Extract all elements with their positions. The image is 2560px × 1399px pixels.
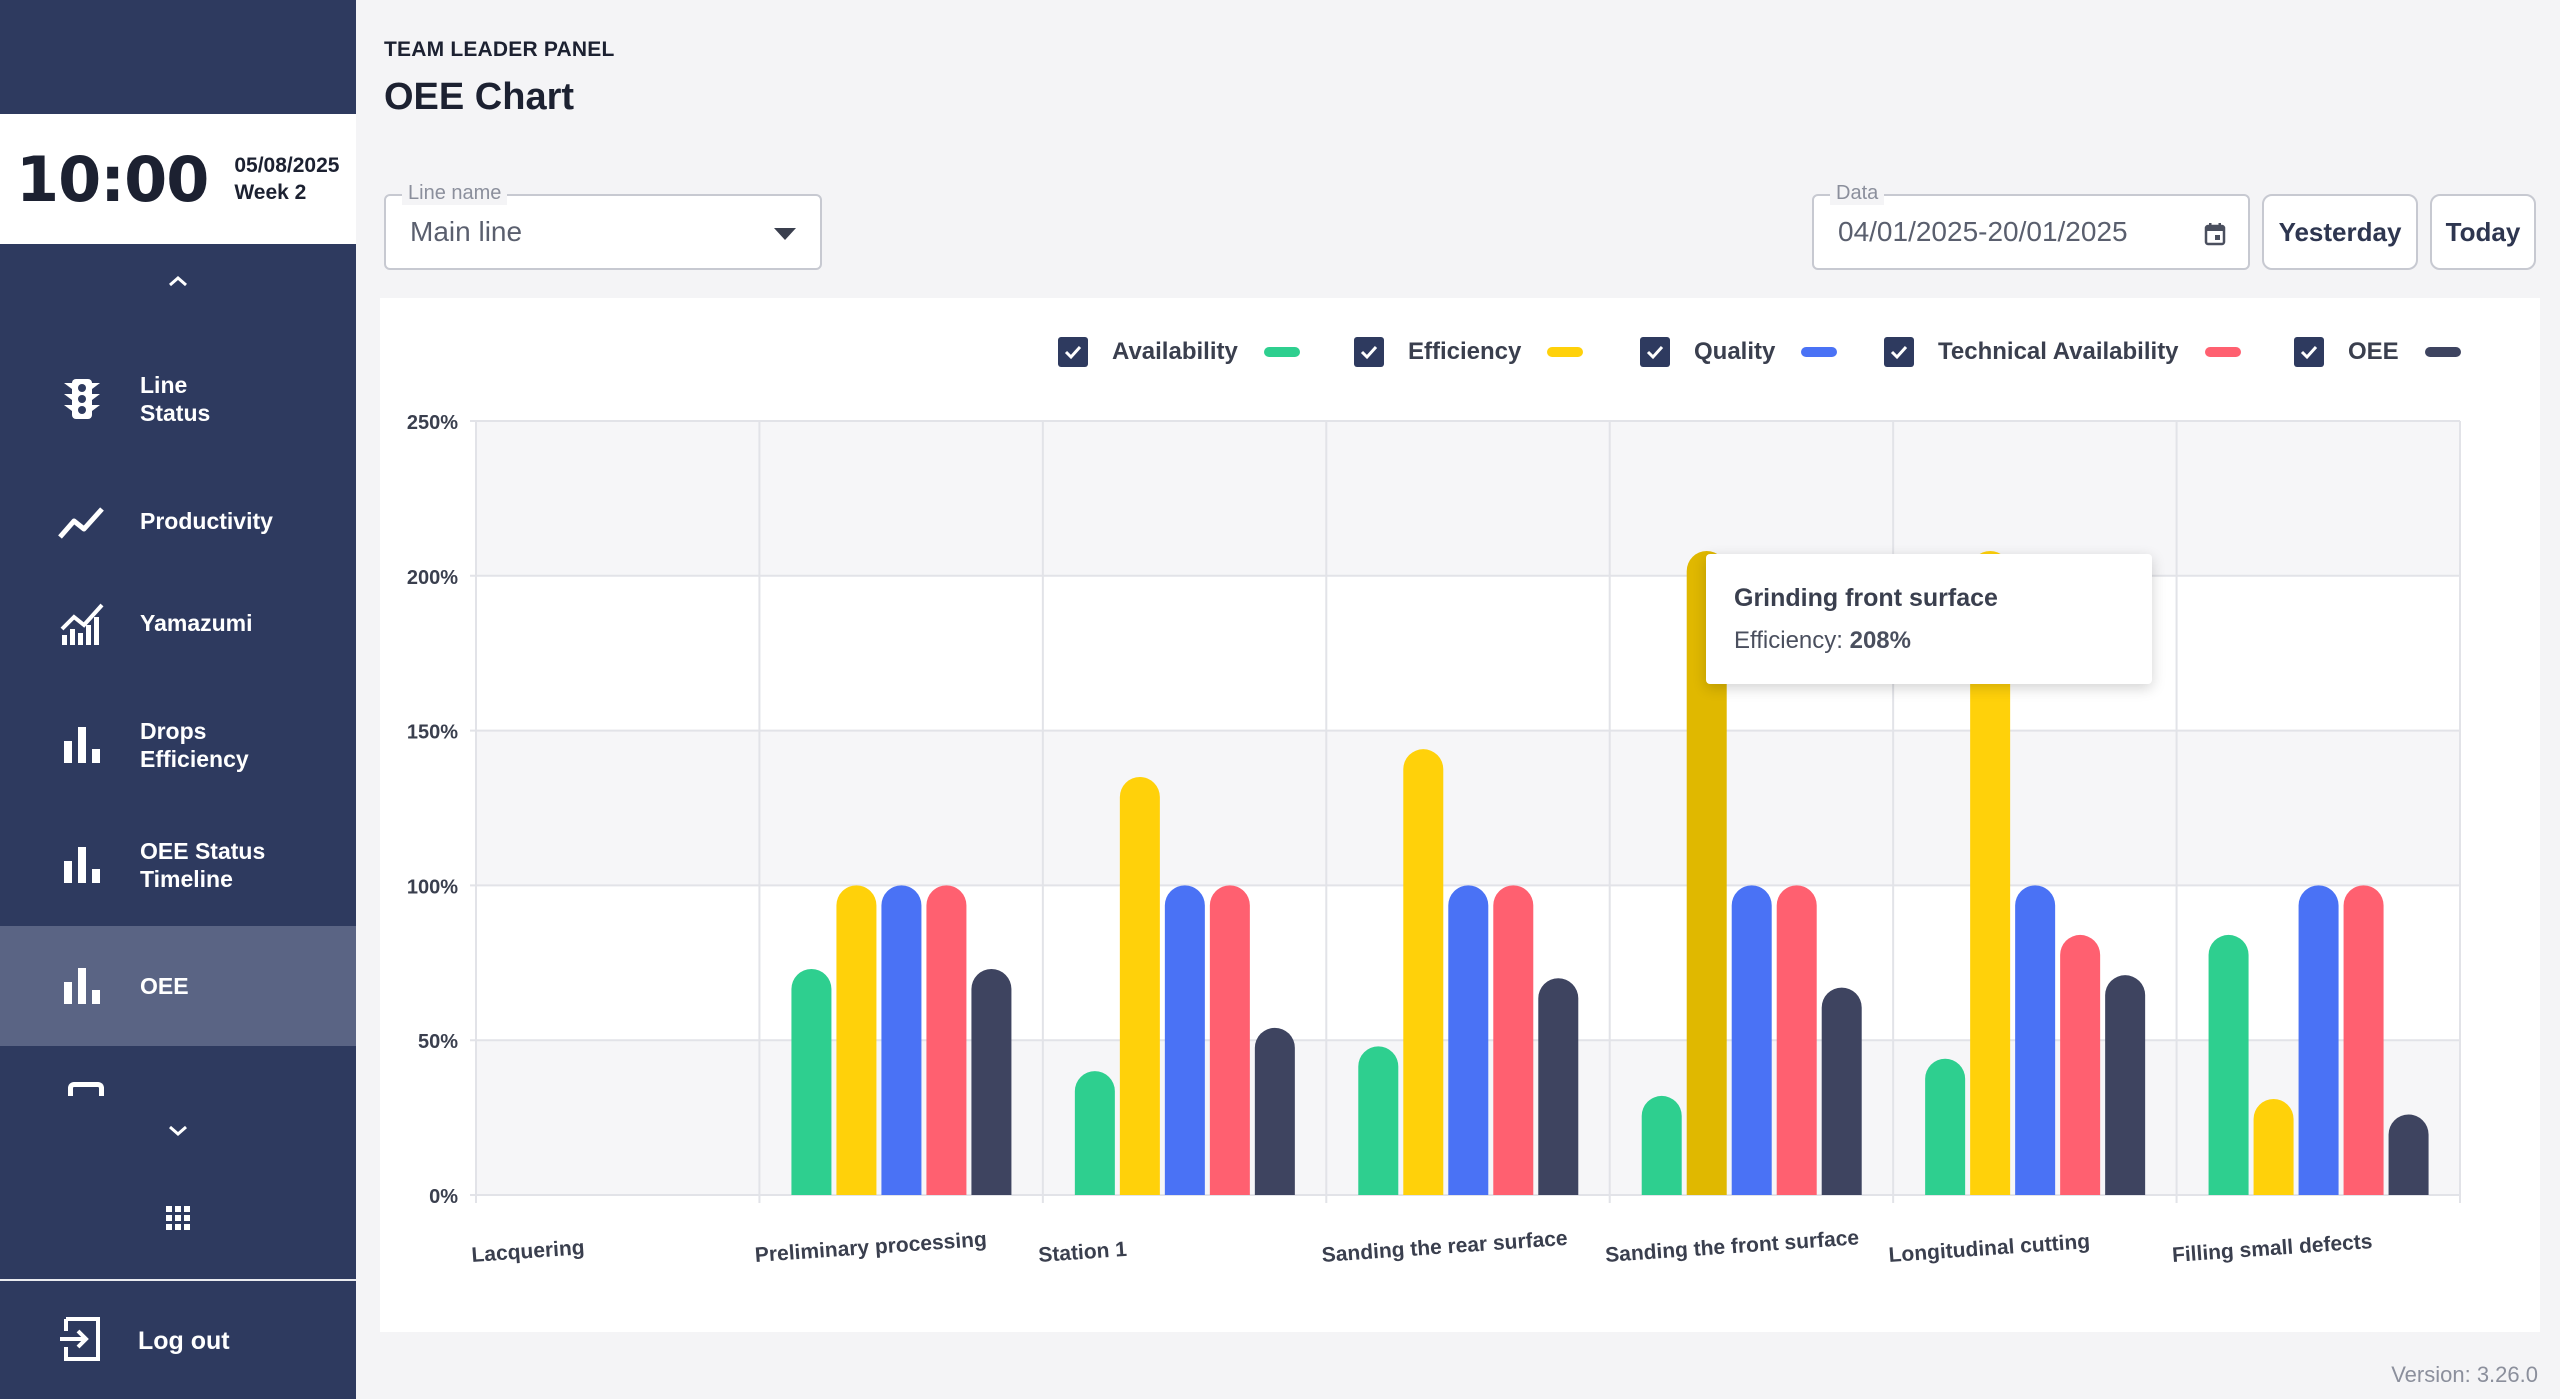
sidebar-item-label: Yamazumi: [140, 610, 253, 636]
legend-label: Technical Availability: [1938, 338, 2179, 365]
sidebar-divider: [0, 1279, 356, 1281]
page-title: OEE Chart: [384, 76, 575, 118]
stacked-chart-icon: [58, 599, 106, 647]
legend-item-oee[interactable]: OEE: [2294, 336, 2461, 368]
version-label: Version: 3.26.0: [2391, 1362, 2538, 1387]
legend-swatch: [1801, 347, 1838, 357]
date-range-field[interactable]: Data 04/01/2025-20/01/2025: [1812, 182, 2250, 270]
line-name-label: Line name: [402, 182, 508, 205]
scroll-up-button[interactable]: [0, 274, 356, 288]
sidebar-item-line-status[interactable]: Line Status: [0, 344, 356, 454]
sidebar-item-label: OEE Status Timeline: [140, 838, 266, 892]
sidebar-item-productivity[interactable]: Productivity: [0, 466, 356, 576]
scroll-down-button[interactable]: [0, 1124, 356, 1138]
sidebar-item-label: Productivity: [140, 508, 273, 534]
legend-item-availability[interactable]: Availability: [1058, 336, 1300, 368]
sidebar-item-label: Line Status: [140, 372, 211, 426]
chevron-up-icon: [169, 276, 187, 287]
caret-down-icon: [774, 228, 796, 240]
clock-time: 10:00: [16, 142, 209, 216]
bar-chart-icon: [58, 721, 106, 769]
legend-label: Availability: [1112, 338, 1238, 365]
apps-grid-icon[interactable]: [166, 1206, 190, 1230]
clock-panel: 10:00 05/08/2025 Week 2: [0, 114, 356, 244]
bar-chart-icon: [58, 841, 106, 889]
trend-line-icon: [58, 497, 106, 545]
panel-label: TEAM LEADER PANEL: [384, 38, 615, 61]
line-name-value: Main line: [410, 216, 523, 247]
date-range-value: 04/01/2025-20/01/2025: [1838, 216, 2128, 247]
legend-swatch: [1547, 347, 1584, 357]
legend-swatch: [2424, 347, 2461, 357]
clock-date-block: 05/08/2025 Week 2: [234, 152, 339, 206]
partial-nav-icon: [68, 1082, 104, 1096]
sidebar-item-drops-efficiency[interactable]: Drops Efficiency: [0, 690, 356, 800]
logout-icon: [58, 1315, 106, 1368]
tooltip-title: Grinding front surface: [1734, 584, 1998, 612]
checkbox-checked-icon[interactable]: [2294, 337, 2324, 367]
tooltip-value: 208%: [1849, 627, 1911, 654]
legend-item-efficiency[interactable]: Efficiency: [1354, 336, 1584, 368]
logout-label: Log out: [138, 1326, 230, 1355]
clock-date: 05/08/2025: [234, 154, 340, 177]
sidebar-item-label: OEE: [140, 973, 189, 999]
logout-button[interactable]: Log out: [0, 1310, 356, 1372]
checkbox-checked-icon[interactable]: [1640, 337, 1670, 367]
clock-week: Week 2: [234, 181, 307, 204]
legend-item-quality[interactable]: Quality: [1640, 336, 1838, 368]
checkbox-checked-icon[interactable]: [1058, 337, 1088, 367]
sidebar-item-oee[interactable]: OEE: [0, 926, 356, 1046]
calendar-icon[interactable]: [2204, 222, 2226, 246]
tooltip-line: Efficiency: 208%: [1734, 627, 2152, 655]
date-range-label: Data: [1830, 182, 1885, 205]
checkbox-checked-icon[interactable]: [1354, 337, 1384, 367]
sidebar: 10:00 05/08/2025 Week 2 Line Status Prod…: [0, 0, 356, 1399]
chart-tooltip: Grinding front surface Efficiency: 208%: [1706, 554, 2152, 684]
line-name-select[interactable]: Line name Main line: [384, 182, 822, 270]
yesterday-button[interactable]: Yesterday: [2262, 194, 2418, 270]
legend-label: OEE: [2348, 338, 2399, 365]
sidebar-item-label: Drops Efficiency: [140, 718, 249, 772]
chevron-down-icon: [169, 1125, 187, 1136]
traffic-light-icon: [58, 375, 106, 423]
chart-card: [380, 298, 2540, 1332]
legend-item-technical-availability[interactable]: Technical Availability: [1884, 336, 2241, 368]
sidebar-item-oee-status-timeline[interactable]: OEE Status Timeline: [0, 810, 356, 920]
legend-swatch: [1263, 347, 1300, 357]
legend-label: Efficiency: [1408, 338, 1522, 365]
legend-swatch: [2204, 347, 2241, 357]
checkbox-checked-icon[interactable]: [1884, 337, 1914, 367]
sidebar-item-yamazumi[interactable]: Yamazumi: [0, 568, 356, 678]
tooltip-series-label: Efficiency:: [1734, 627, 1843, 654]
today-button[interactable]: Today: [2430, 194, 2536, 270]
legend-label: Quality: [1694, 338, 1776, 365]
bar-chart-icon: [58, 962, 106, 1010]
